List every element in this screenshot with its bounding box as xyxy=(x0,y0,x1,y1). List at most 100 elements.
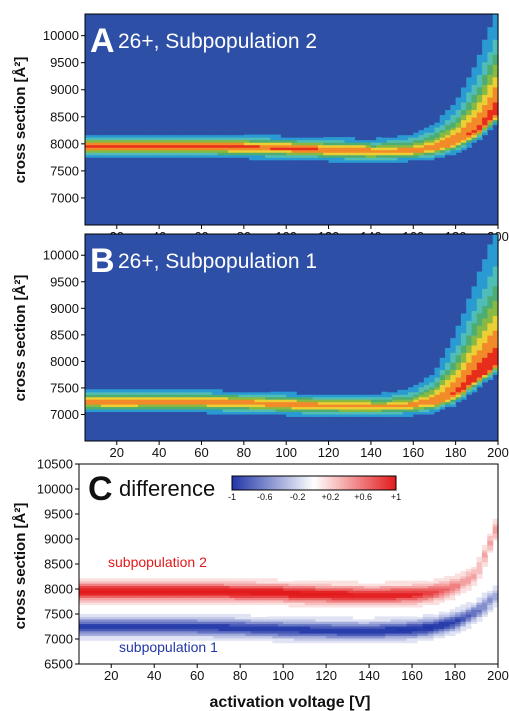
heatmap-cell xyxy=(315,625,322,629)
heatmap-cell xyxy=(360,408,367,413)
heatmap-cell xyxy=(429,137,436,141)
heatmap-cell xyxy=(95,633,102,637)
heatmap-cell xyxy=(418,406,425,410)
heatmap-cell xyxy=(201,157,208,161)
heatmap-cell xyxy=(111,152,118,156)
heatmap-cell xyxy=(385,604,392,608)
heatmap-cell xyxy=(164,628,171,632)
heatmap-cell xyxy=(89,585,96,589)
heatmap-cell xyxy=(116,633,123,637)
heatmap-cell xyxy=(175,149,181,153)
heatmap-cell xyxy=(476,618,483,622)
heatmap-cell xyxy=(229,583,236,587)
heatmap-cell xyxy=(460,322,467,326)
heatmap-cell xyxy=(352,590,359,594)
heatmap-cell xyxy=(481,592,488,596)
heatmap-cell xyxy=(450,104,457,108)
heatmap-cell xyxy=(450,352,457,356)
heatmap-cell xyxy=(482,317,489,321)
heatmap-cell xyxy=(315,587,322,591)
heatmap-cell xyxy=(79,590,85,594)
heatmap-cell xyxy=(339,411,346,415)
heatmap-cell xyxy=(406,640,413,644)
colorbar-tick-label: -1 xyxy=(228,492,236,502)
heatmap-cell xyxy=(240,625,247,629)
heatmap-cell xyxy=(240,614,247,617)
heatmap-cell xyxy=(238,391,245,395)
heatmap-cell xyxy=(460,621,467,625)
heatmap-cell xyxy=(471,293,478,297)
heatmap-cell xyxy=(482,134,489,138)
heatmap-cell xyxy=(402,389,409,393)
heatmap-cell xyxy=(105,583,112,587)
heatmap-cell xyxy=(309,604,316,608)
heatmap-cell xyxy=(358,616,365,620)
heatmap-cell xyxy=(376,149,383,153)
heatmap-cell xyxy=(422,623,429,627)
heatmap-cell xyxy=(169,389,176,393)
heatmap-cell xyxy=(105,599,112,603)
heatmap-cell xyxy=(100,404,107,408)
heatmap-cell xyxy=(302,134,308,138)
heatmap-cell xyxy=(344,137,351,141)
heatmap-cell xyxy=(270,149,277,153)
heatmap-cell xyxy=(481,606,488,610)
heatmap-cell xyxy=(471,307,478,311)
heatmap-cell xyxy=(333,159,340,163)
heatmap-cell xyxy=(360,399,367,403)
heatmap-cell xyxy=(471,56,478,60)
heatmap-cell xyxy=(381,142,388,146)
heatmap-cell xyxy=(315,602,322,606)
heatmap-cell xyxy=(240,618,247,622)
heatmap-cell xyxy=(164,625,171,629)
heatmap-cell xyxy=(259,137,266,141)
y-tick-label: 8000 xyxy=(50,354,79,369)
heatmap-cell xyxy=(95,408,102,413)
heatmap-cell xyxy=(122,144,128,148)
heatmap-cell xyxy=(466,369,473,373)
heatmap-cell xyxy=(471,71,478,75)
heatmap-cell xyxy=(240,578,247,582)
heatmap-cell xyxy=(487,300,494,304)
heatmap-cell xyxy=(374,623,381,627)
heatmap-cell xyxy=(169,411,176,415)
heatmap-cell xyxy=(344,147,351,151)
heatmap-cell xyxy=(487,332,494,336)
heatmap-cell xyxy=(476,315,483,319)
heatmap-cell xyxy=(402,134,409,138)
heatmap-cell xyxy=(450,330,457,334)
heatmap-cell xyxy=(259,396,266,400)
heatmap-cell xyxy=(363,585,370,589)
heatmap-cell xyxy=(344,413,351,417)
heatmap-cell xyxy=(307,154,314,158)
heatmap-cell xyxy=(339,137,346,141)
heatmap-cell xyxy=(212,394,218,398)
heatmap-cell xyxy=(79,628,85,632)
heatmap-cell xyxy=(148,630,155,634)
heatmap-cell xyxy=(89,616,96,620)
heatmap-cell xyxy=(164,134,171,138)
heatmap-cell xyxy=(492,54,499,58)
heatmap-cell xyxy=(95,599,102,603)
heatmap-cell xyxy=(412,599,419,603)
heatmap-cell xyxy=(369,606,376,610)
heatmap-cell xyxy=(460,369,467,373)
heatmap-cell xyxy=(412,630,419,634)
heatmap-cell xyxy=(143,590,150,594)
heatmap-cell xyxy=(234,592,241,596)
heatmap-cell xyxy=(482,49,489,53)
heatmap-cell xyxy=(482,273,489,277)
heatmap-cell xyxy=(254,399,261,403)
panel-c-colorbar: -1 -0.6 -0.2 +0.2 +0.6 +1 xyxy=(228,475,401,502)
heatmap-cell xyxy=(471,381,478,385)
heatmap-cell xyxy=(116,597,123,601)
heatmap-cell xyxy=(267,587,273,591)
heatmap-cell xyxy=(449,633,456,637)
heatmap-cell xyxy=(315,630,322,634)
heatmap-cell xyxy=(465,618,472,622)
heatmap-cell xyxy=(429,406,436,410)
heatmap-cell xyxy=(355,394,361,398)
heatmap-cell xyxy=(331,635,338,639)
heatmap-cell xyxy=(455,139,462,143)
heatmap-cell xyxy=(196,411,203,415)
